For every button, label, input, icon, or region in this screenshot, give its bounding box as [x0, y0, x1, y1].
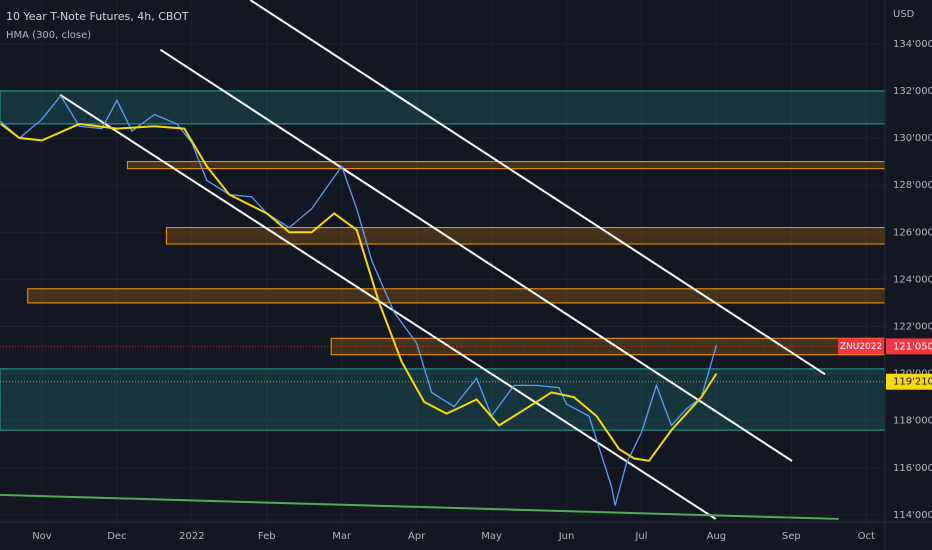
y-tick-label: 122'000: [893, 321, 932, 332]
price-label-box: [886, 373, 932, 390]
y-tick-label: 132'000: [893, 86, 932, 97]
x-tick-label: Sep: [782, 531, 801, 542]
trend-line: [0, 493, 839, 520]
trend-line: [59, 93, 717, 520]
x-tick-label: Mar: [332, 531, 352, 542]
y-tick-label: 114'000: [893, 510, 932, 521]
y-tick-label: 130'000: [893, 133, 932, 144]
subtitle: HMA (300, close): [6, 30, 91, 41]
series-name-box: [838, 338, 884, 355]
y-tick-label: 134'000: [893, 39, 932, 50]
series-name: ZNU2022: [840, 342, 882, 352]
trend-line: [159, 48, 793, 462]
y-tick-label: 128'000: [893, 180, 932, 191]
y-axis-label: USD: [893, 9, 915, 20]
zone: [0, 90, 886, 125]
trend-line: [249, 0, 826, 376]
series-line: [0, 94, 718, 506]
y-tick-label: 118'000: [893, 416, 932, 427]
zone: [27, 288, 886, 304]
x-tick-label: 2022: [179, 531, 204, 542]
y-tick-label: 124'000: [893, 274, 932, 285]
x-tick-label: Oct: [858, 531, 875, 542]
x-tick-label: Jun: [558, 531, 575, 542]
x-tick-label: Apr: [408, 531, 426, 542]
x-tick-label: Feb: [258, 531, 276, 542]
x-tick-label: Aug: [707, 531, 727, 542]
x-tick-label: May: [481, 531, 502, 542]
price-label: 121'050: [893, 341, 932, 352]
x-tick-label: Jul: [634, 531, 647, 542]
x-tick-label: Dec: [107, 531, 126, 542]
chart-title: 10 Year T-Note Futures, 4h, CBOT: [6, 10, 189, 23]
zone: [165, 227, 886, 245]
series-line: [0, 122, 718, 462]
y-tick-label: 116'000: [893, 463, 932, 474]
price-label: 119'210: [893, 377, 932, 388]
y-tick-label: 126'000: [893, 227, 932, 238]
price-label-box: [886, 338, 932, 355]
x-tick-label: Nov: [32, 531, 52, 542]
